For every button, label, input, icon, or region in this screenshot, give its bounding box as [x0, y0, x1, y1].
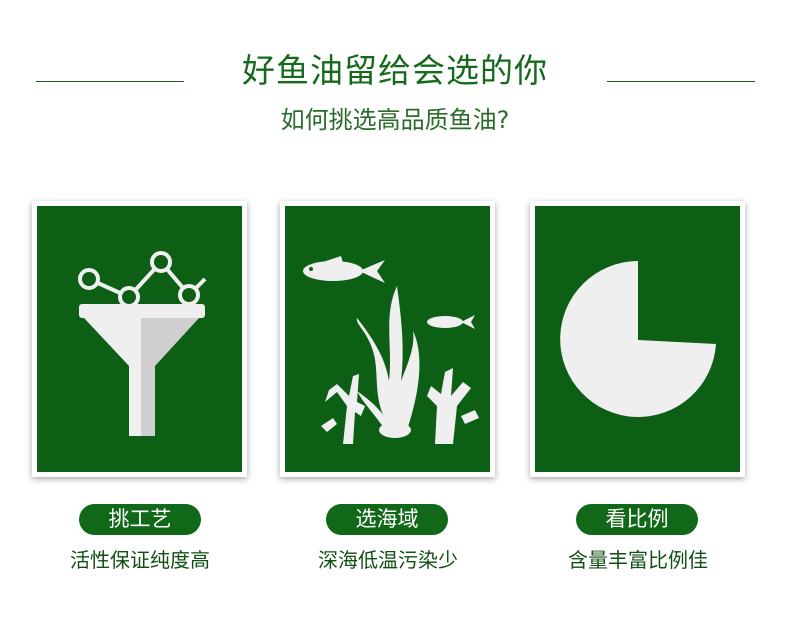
card-panel: [37, 206, 242, 472]
process-caption: 活性保证纯度高: [70, 548, 210, 572]
process-label-pill: 挑工艺: [79, 504, 201, 535]
ratio-caption: 含量丰富比例佳: [568, 548, 708, 572]
pie-chart-icon: [560, 261, 718, 417]
card-panel: [285, 206, 490, 472]
page-subtitle: 如何挑选高品质鱼油?: [280, 106, 510, 134]
sea-area-caption: 深海低温污染少: [318, 548, 458, 572]
sea-area-label-pill: 选海域: [326, 504, 448, 535]
funnel-chart-icon: [78, 251, 207, 436]
feature-card-sea-area: [280, 201, 495, 477]
fish-seaweed-icon: [303, 256, 479, 444]
divider-right: [607, 81, 755, 82]
feature-card-ratio: [530, 201, 745, 477]
divider-left: [36, 81, 184, 82]
page-title: 好鱼油留给会选的你: [242, 51, 548, 90]
ratio-label-pill: 看比例: [576, 504, 698, 535]
feature-card-process: [32, 201, 247, 477]
card-panel: [535, 206, 740, 472]
